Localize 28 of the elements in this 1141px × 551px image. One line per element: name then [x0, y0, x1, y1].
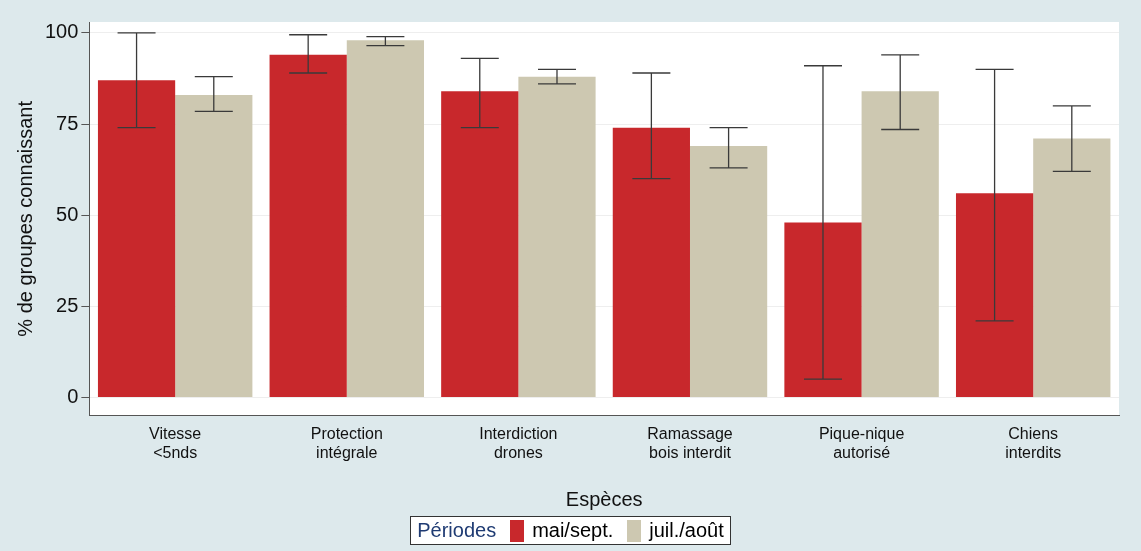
- bar: [784, 222, 862, 397]
- y-tick-label: 0: [67, 384, 79, 407]
- bar: [1033, 138, 1111, 397]
- x-axis-title: Espèces: [565, 487, 643, 510]
- y-tick-label: 50: [56, 202, 79, 225]
- y-axis-title: % de groupes connaissant: [13, 100, 36, 337]
- y-tick-label: 100: [44, 20, 79, 43]
- y-tick-label: 25: [56, 293, 79, 316]
- bar: [955, 193, 1034, 397]
- bar: [269, 54, 347, 397]
- legend-label: mai/sept.: [532, 519, 614, 542]
- bar: [175, 94, 253, 397]
- bar: [441, 91, 519, 397]
- bar: [689, 145, 768, 397]
- legend-title: Périodes: [417, 519, 497, 542]
- x-tick-label: Ramassage bois interdit: [647, 424, 733, 461]
- legend-label: juil./août: [649, 519, 724, 542]
- bar: [346, 40, 424, 397]
- bar: [612, 127, 690, 397]
- x-tick-label: Vitesse <5nds: [149, 424, 202, 461]
- y-tick-label: 75: [56, 111, 79, 134]
- bar: [861, 91, 939, 397]
- x-tick-label: Pique-nique autorisé: [818, 424, 905, 461]
- x-tick-label: Chiens interdits: [1005, 424, 1062, 461]
- bar: [97, 80, 176, 397]
- bar: [518, 76, 596, 397]
- x-tick-label: Protection intégrale: [310, 424, 383, 461]
- x-tick-label: Interdiction drones: [479, 424, 558, 461]
